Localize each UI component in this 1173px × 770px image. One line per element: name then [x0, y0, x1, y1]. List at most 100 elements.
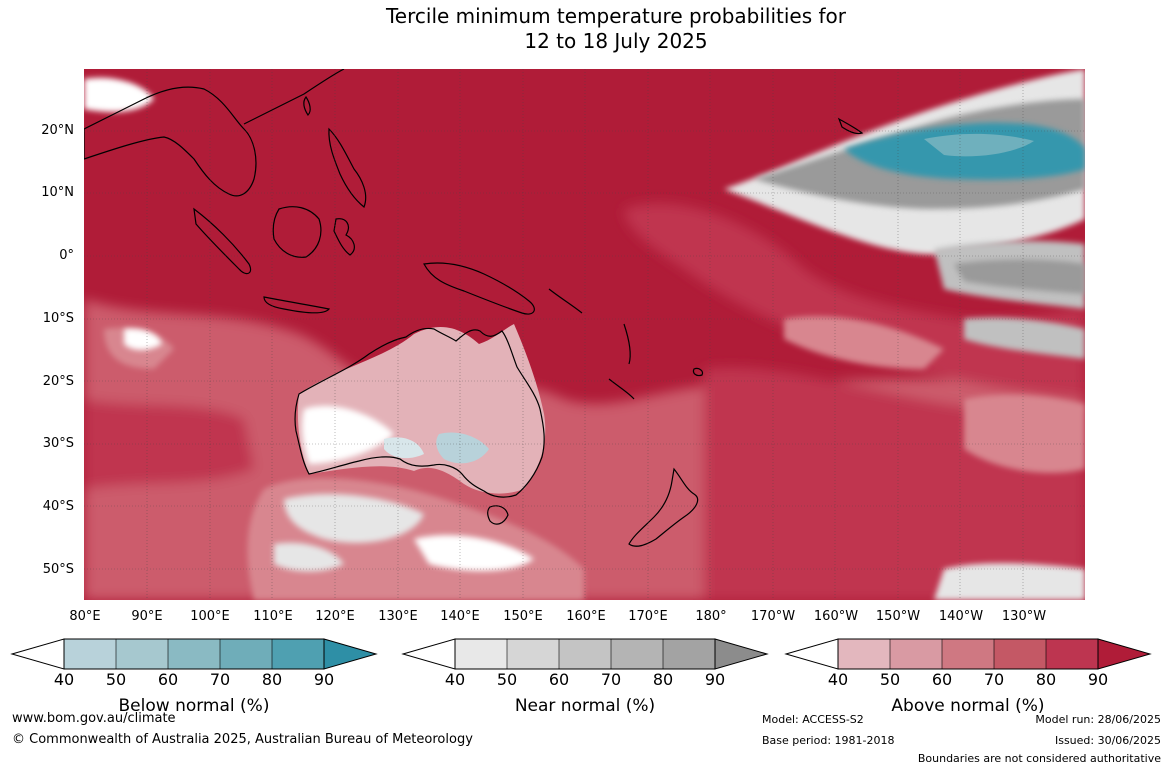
footer-base-period: Base period: 1981-2018 [762, 734, 895, 747]
new-zealand-coast [628, 467, 699, 547]
below-tick-80: 80 [261, 670, 283, 689]
above-tick-80: 80 [1035, 670, 1057, 689]
near-bin-80 [663, 639, 715, 669]
near-bin-70 [611, 639, 663, 669]
below-normal-bins [64, 639, 324, 669]
below-tick-60: 60 [157, 670, 179, 689]
below-bin-80 [272, 639, 324, 669]
footer-copyright: © Commonwealth of Australia 2025, Austra… [12, 732, 473, 747]
lon-label-180: 180° [695, 609, 727, 624]
hawaii-coast [837, 117, 864, 135]
lat-label-10s: 10°S [42, 311, 74, 326]
footer-issued: Issued: 30/06/2025 [1054, 734, 1161, 747]
philippines-coast [328, 127, 367, 208]
map-title: Tercile minimum temperature probabilitie… [0, 4, 1173, 54]
near-bin-40 [455, 639, 507, 669]
near-tick-40: 40 [444, 670, 466, 689]
lon-label-170e: 170°E [628, 609, 668, 624]
solomon-islands-coast [548, 288, 583, 314]
lon-label-150e: 150°E [503, 609, 543, 624]
below-tick-40: 40 [53, 670, 75, 689]
above-bin-40 [838, 639, 890, 669]
lat-label-40s: 40°S [42, 499, 74, 514]
australia-interior-anomaly [297, 324, 546, 494]
near-tick-70: 70 [600, 670, 622, 689]
lon-label-130w: 130°W [1001, 609, 1047, 624]
below-normal-high-arrow [323, 638, 378, 670]
lon-label-170w: 170°W [750, 609, 796, 624]
sumatra-coast [193, 207, 252, 275]
new-caledonia-coast [608, 378, 635, 400]
below-bin-40 [64, 639, 116, 669]
lon-label-110e: 110°E [253, 609, 293, 624]
lon-label-160w: 160°W [813, 609, 859, 624]
footer-model: Model: ACCESS-S2 [762, 713, 864, 726]
near-normal-low-arrow [401, 638, 456, 670]
below-normal-low-arrow [10, 638, 65, 670]
above-bin-80 [1046, 639, 1098, 669]
near-bin-60 [559, 639, 611, 669]
above-normal-bins [838, 639, 1098, 669]
above-bin-60 [942, 639, 994, 669]
near-tick-90: 90 [704, 670, 726, 689]
java-coast [263, 296, 331, 314]
map-title-line1: Tercile minimum temperature probabilitie… [385, 4, 847, 28]
below-tick-70: 70 [209, 670, 231, 689]
map-canvas [84, 69, 1085, 600]
below-bin-70 [220, 639, 272, 669]
footer-model-run: Model run: 28/06/2025 [1035, 713, 1161, 726]
above-tick-60: 60 [931, 670, 953, 689]
lon-label-140w: 140°W [938, 609, 984, 624]
lon-label-140e: 140°E [440, 609, 480, 624]
lat-label-10n: 10°N [41, 185, 74, 200]
lon-label-160e: 160°E [566, 609, 606, 624]
lat-label-20n: 20°N [41, 123, 74, 138]
near-tick-60: 60 [548, 670, 570, 689]
below-bin-50 [116, 639, 168, 669]
lon-label-150w: 150°W [875, 609, 921, 624]
above-bin-70 [994, 639, 1046, 669]
near-tick-80: 80 [652, 670, 674, 689]
below-normal-title: Below normal (%) [118, 696, 270, 716]
vanuatu-coast [623, 323, 631, 365]
lon-label-130e: 130°E [378, 609, 418, 624]
lon-label-90e: 90°E [131, 609, 163, 624]
below-bin-60 [168, 639, 220, 669]
lat-label-20s: 20°S [42, 374, 74, 389]
near-normal-title: Near normal (%) [514, 696, 656, 716]
asia-mainland-coast [84, 86, 257, 197]
above-tick-70: 70 [983, 670, 1005, 689]
lon-label-80e: 80°E [69, 609, 101, 624]
above-normal-colorbar [784, 638, 1152, 670]
sulawesi-coast [333, 218, 355, 256]
near-normal-high-arrow [714, 638, 769, 670]
china-coast [243, 69, 345, 125]
footer-website: www.bom.gov.au/climate [12, 711, 176, 726]
borneo-coast [272, 206, 322, 258]
above-normal-title: Above normal (%) [891, 696, 1045, 716]
tasmania-coast [487, 505, 509, 525]
lat-label-equator: 0° [59, 248, 74, 263]
northeast-pacific-plume [724, 69, 1085, 359]
near-bin-50 [507, 639, 559, 669]
above-bin-50 [890, 639, 942, 669]
near-normal-bins [455, 639, 715, 669]
above-tick-50: 50 [879, 670, 901, 689]
coastlines [84, 69, 864, 547]
above-normal-low-arrow [784, 638, 839, 670]
lon-label-100e: 100°E [190, 609, 230, 624]
lat-label-30s: 30°S [42, 436, 74, 451]
below-normal-colorbar [10, 638, 378, 670]
near-normal-colorbar [401, 638, 769, 670]
lat-label-50s: 50°S [42, 562, 74, 577]
lon-label-120e: 120°E [315, 609, 355, 624]
above-tick-40: 40 [827, 670, 849, 689]
graticule [84, 69, 1085, 600]
fiji-coast [692, 367, 704, 377]
below-tick-50: 50 [105, 670, 127, 689]
below-tick-90: 90 [313, 670, 335, 689]
above-tick-90: 90 [1087, 670, 1109, 689]
new-guinea-coast [423, 262, 535, 315]
above-normal-high-arrow [1097, 638, 1152, 670]
taiwan-coast [303, 95, 311, 116]
